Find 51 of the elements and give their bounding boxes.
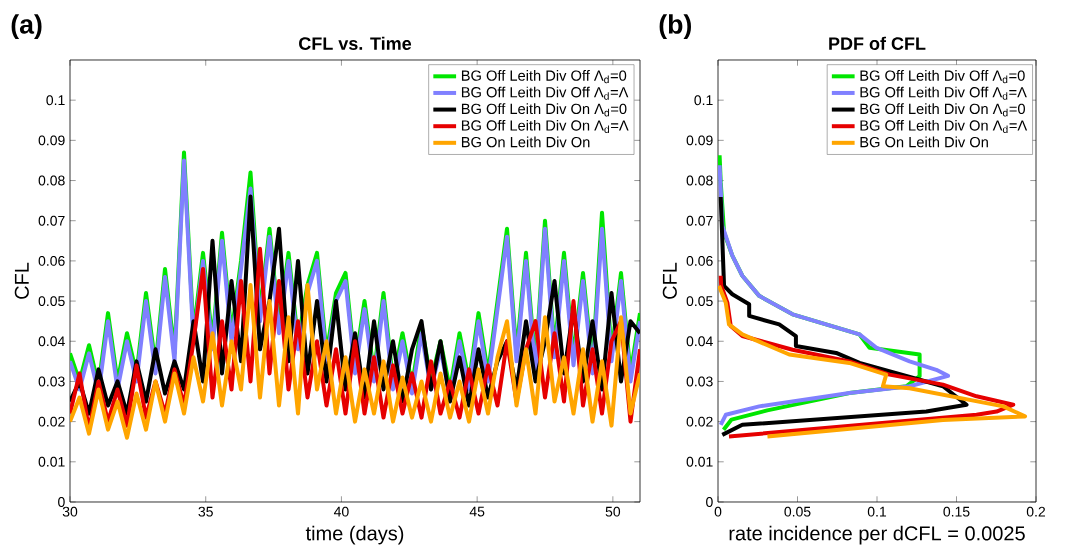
y-tick-label: 0.06 xyxy=(686,255,713,266)
y-tick-label: 0.03 xyxy=(686,376,713,387)
x-tick-label: 0.1 xyxy=(867,506,887,517)
y-tick-label: 0.08 xyxy=(38,175,65,186)
legend-label: BG On Leith Div On xyxy=(461,136,590,148)
x-axis-title: time (days) xyxy=(305,525,404,545)
legend-label: BG Off Leith Div Off Λ$_{d}$=0 xyxy=(860,70,1025,84)
x-tick-label: 0.05 xyxy=(784,506,811,517)
legend-label: BG Off Leith Div On Λ$_{d}$=Λ xyxy=(860,119,1028,134)
x-tick-label: 0.15 xyxy=(943,506,970,517)
chart-title: CFL vs. Time xyxy=(299,36,412,50)
chart-title: PDF of CFL xyxy=(829,36,926,50)
legend-label: BG Off Leith Div Off Λ$_{d}$=Λ xyxy=(461,86,629,100)
y-tick-label: 0.01 xyxy=(38,456,65,467)
line-series xyxy=(70,283,640,440)
y-tick-label: 0.07 xyxy=(686,215,713,226)
x-tick-label: 40 xyxy=(333,506,349,517)
y-tick-label: 0 xyxy=(706,497,713,507)
x-tick-label: 30 xyxy=(62,506,78,517)
text: (b) xyxy=(659,14,691,40)
y-tick-label: 0.09 xyxy=(38,135,65,146)
y-tick-label: 0.09 xyxy=(686,135,713,146)
x-tick-label: 35 xyxy=(198,506,213,517)
y-tick-label: 0.1 xyxy=(694,95,713,106)
y-tick-label: 0.01 xyxy=(686,456,713,467)
legend-label: BG Off Leith Div On Λ$_{d}$=0 xyxy=(860,103,1025,117)
y-tick-label: 0.02 xyxy=(38,416,65,427)
legend-label: BG Off Leith Div Off Λ$_{d}$=0 xyxy=(461,70,627,84)
y-tick-label: 0.04 xyxy=(686,336,713,347)
x-tick-label: 0.2 xyxy=(1026,506,1046,517)
y-tick-label: 0.05 xyxy=(38,296,65,307)
y-tick-label: 0.03 xyxy=(38,376,65,387)
text: (a) xyxy=(11,14,42,40)
y-axis-title: CFL xyxy=(662,262,677,299)
y-tick-label: 0.08 xyxy=(686,175,713,186)
legend-label: BG Off Leith Div On Λ$_{d}$=Λ xyxy=(461,119,629,134)
x-tick-label: 0 xyxy=(714,506,722,517)
y-tick-label: 0.07 xyxy=(38,215,65,226)
legend-label: BG Off Leith Div Off Λ$_{d}$=Λ xyxy=(860,86,1027,100)
x-tick-label: 50 xyxy=(605,506,621,517)
legend-label: BG On Leith Div On xyxy=(860,136,988,148)
legend-label: BG Off Leith Div On Λ$_{d}$=0 xyxy=(461,103,627,117)
y-tick-label: 0.04 xyxy=(38,336,65,347)
y-tick-label: 0.06 xyxy=(38,255,65,266)
y-tick-label: 0.05 xyxy=(686,296,713,307)
x-tick-label: 45 xyxy=(469,506,485,517)
x-axis-title: rate incidence per dCFL = 0.0025 xyxy=(729,525,1025,545)
y-tick-label: 0.1 xyxy=(46,95,65,106)
y-axis-title: CFL xyxy=(14,262,29,299)
y-tick-label: 0.02 xyxy=(686,416,713,427)
y-tick-label: 0 xyxy=(58,497,65,507)
